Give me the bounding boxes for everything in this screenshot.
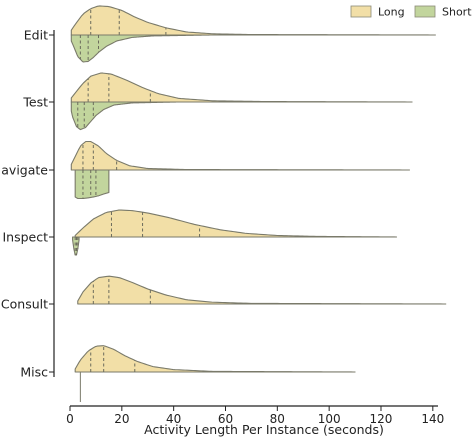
violin-test-long: [70, 72, 413, 103]
legend-swatch-short: [414, 5, 436, 18]
violin-inspect-long: [74, 209, 398, 238]
violin-edit-long: [70, 5, 436, 36]
legend-label-long: Long: [378, 6, 405, 19]
violins-layer: [70, 5, 447, 402]
x-tick-label-0: 0: [66, 412, 74, 426]
x-tick-label-140: 140: [421, 412, 444, 426]
violin-consult-long: [77, 275, 447, 305]
violin-inspect-short: [72, 236, 80, 256]
labels-layer: 0 20 40 60 80 100 120 140 Edit Test Navigate Inspec…: [0, 28, 444, 427]
category-label-inspect: Inspect: [2, 230, 48, 245]
x-tick-label-100: 100: [318, 412, 341, 426]
violin-navigate-short: [74, 169, 110, 200]
legend: Long Short: [350, 5, 472, 19]
x-tick-label-20: 20: [114, 412, 129, 426]
x-tick-label-80: 80: [270, 412, 285, 426]
violin-navigate-long: [70, 140, 411, 171]
category-label-edit: Edit: [24, 28, 48, 43]
category-label-consult: Consult: [1, 297, 48, 312]
x-tick-label-60: 60: [218, 412, 233, 426]
violin-edit-short: [70, 34, 211, 63]
legend-swatch-long: [350, 5, 372, 18]
category-label-navigate: Navigate: [0, 163, 48, 178]
x-axis-title: Activity Length Per Instance (seconds): [144, 422, 384, 437]
x-tick-label-120: 120: [370, 412, 393, 426]
category-label-test: Test: [22, 95, 48, 110]
violin-test-short: [70, 101, 177, 131]
x-tick-label-40: 40: [166, 412, 181, 426]
legend-label-short: Short: [442, 6, 472, 19]
violin-misc-long: [74, 345, 356, 373]
axes-layer: [49, 30, 438, 411]
category-label-misc: Misc: [20, 365, 48, 380]
